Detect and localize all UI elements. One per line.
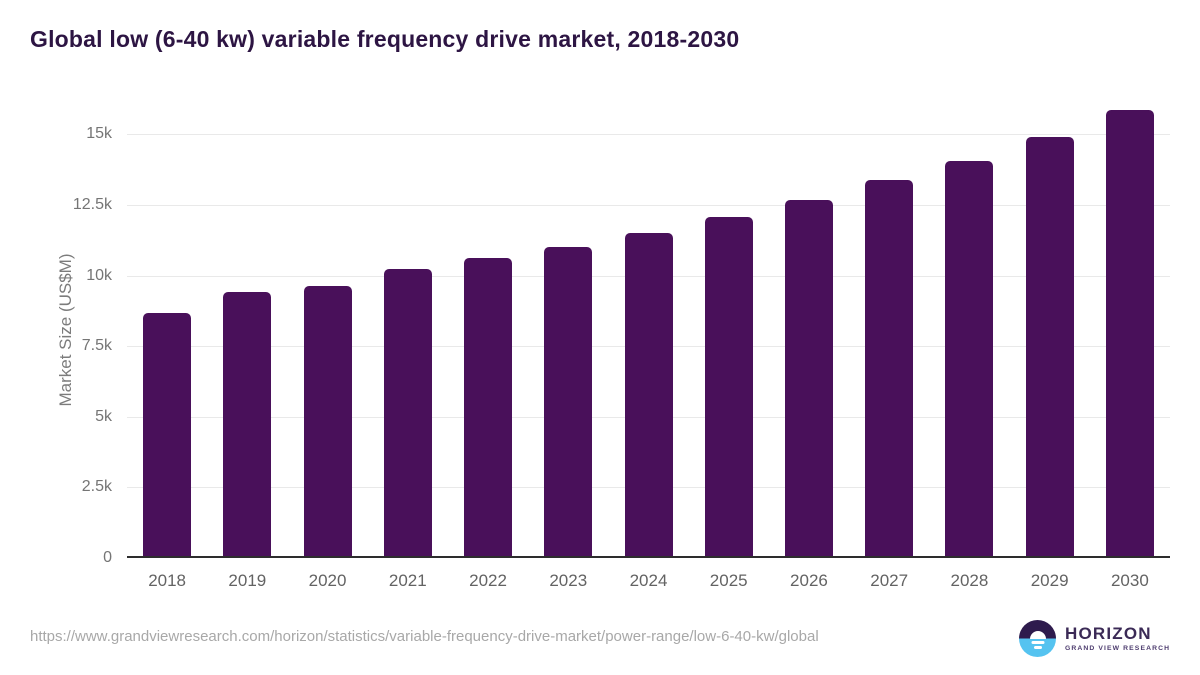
logo-text-block: HORIZON GRAND VIEW RESEARCH	[1065, 623, 1171, 653]
x-axis-line	[127, 556, 1170, 558]
x-tick-label-2021: 2021	[388, 571, 427, 590]
x-tick-label-2022: 2022	[469, 571, 507, 590]
logo-subtitle: GRAND VIEW RESEARCH	[1065, 644, 1171, 652]
x-tick-label-2024: 2024	[629, 571, 668, 590]
chart-title: Global low (6-40 kw) variable frequency …	[30, 26, 740, 52]
plot-area	[127, 100, 1170, 558]
sun-icon	[1029, 630, 1046, 639]
y-tick-label-15k: 15k	[86, 125, 112, 143]
bar-2021	[383, 269, 432, 556]
x-tick-label-2028: 2028	[950, 571, 989, 590]
bar-2020	[303, 286, 352, 556]
y-tick-label-12.5k: 12.5k	[72, 195, 112, 213]
x-tick-label-2029: 2029	[1030, 571, 1069, 590]
y-tick-label-7.5k: 7.5k	[81, 337, 112, 355]
bar-2019	[223, 291, 272, 556]
x-tick-label-2019: 2019	[228, 571, 267, 590]
x-tick-label-2018: 2018	[148, 571, 187, 590]
horizon-logo-icon	[1019, 620, 1056, 657]
x-tick-label-2027: 2027	[870, 571, 909, 590]
y-tick-label-10k: 10k	[86, 266, 112, 284]
water-reflection-line	[1033, 646, 1042, 649]
y-tick-label-5k: 5k	[95, 407, 112, 425]
source-url: https://www.grandviewresearch.com/horizo…	[30, 628, 819, 645]
bar-2027	[865, 180, 914, 556]
bar-2029	[1025, 136, 1074, 556]
water-reflection-line	[1031, 641, 1044, 644]
x-tick-label-2023: 2023	[549, 571, 588, 590]
y-tick-label-0: 0	[103, 549, 112, 566]
logo-title: HORIZON	[1065, 623, 1152, 643]
bar-2018	[143, 313, 192, 556]
x-tick-label-2030: 2030	[1110, 571, 1149, 590]
gridline-15k	[127, 134, 1170, 136]
x-tick-label-2020: 2020	[308, 571, 347, 590]
horizon-logo: HORIZON GRAND VIEW RESEARCH	[1019, 620, 1170, 657]
gridline-12.5k	[127, 204, 1170, 206]
x-tick-label-2026: 2026	[790, 571, 828, 590]
bar-2024	[624, 232, 673, 556]
x-tick-label-2025: 2025	[709, 571, 748, 590]
bar-2025	[704, 217, 753, 556]
bar-2030	[1105, 109, 1154, 556]
bar-2022	[464, 258, 513, 556]
bar-2028	[945, 160, 994, 556]
bar-2023	[544, 246, 593, 556]
y-tick-label-2.5k: 2.5k	[81, 478, 112, 496]
bar-2026	[784, 200, 833, 556]
